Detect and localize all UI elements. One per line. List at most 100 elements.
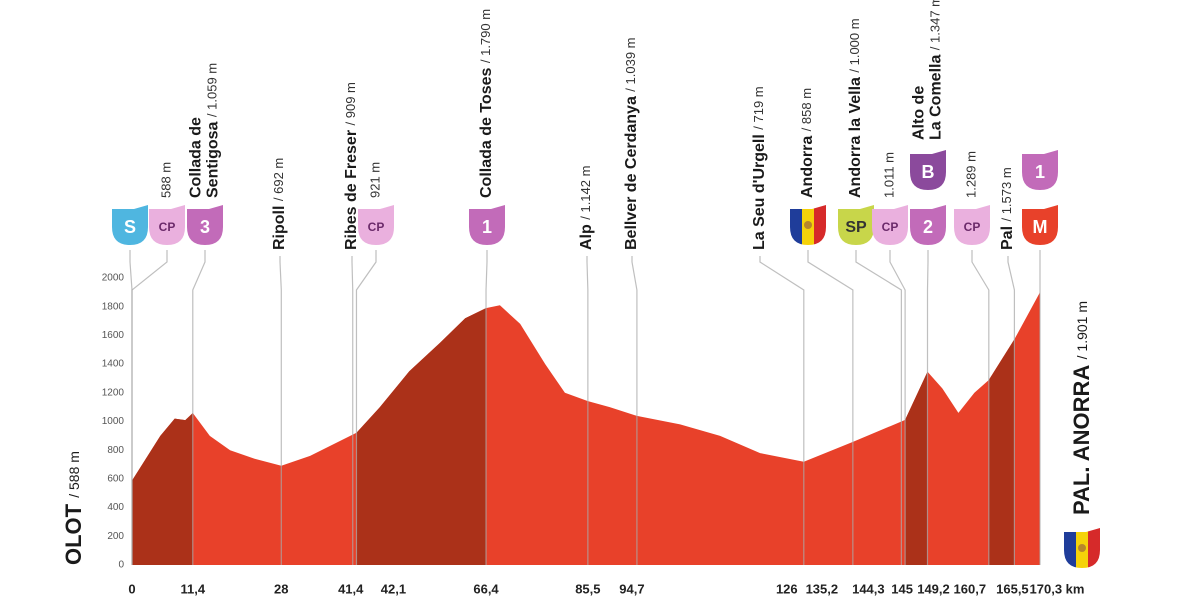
- start-label-name: OLOT: [61, 503, 86, 565]
- y-tick-label: 0: [118, 560, 124, 571]
- badge-shape: [1022, 150, 1058, 190]
- badge-text: 3: [200, 217, 210, 237]
- landmark-altitude: / 1.790 m: [478, 9, 493, 63]
- landmark-altitude: 1.011 m: [881, 152, 896, 198]
- finish-label-name: PAL. ANORRA: [1069, 365, 1094, 515]
- guide-line: [855, 250, 902, 565]
- guide-line: [1007, 256, 1016, 565]
- x-tick-label: 94,7: [619, 581, 644, 596]
- y-tick-label: 600: [107, 474, 124, 485]
- y-tick-label: 1000: [102, 416, 125, 427]
- x-tick-label: 165,5: [996, 581, 1029, 596]
- finish-label: PAL. ANORRA / 1.901 m: [1069, 301, 1094, 515]
- guide-line: [926, 250, 929, 565]
- badge-shape: [149, 205, 185, 245]
- landmark-altitude: / 1.000 m: [847, 18, 862, 72]
- x-tick-label: 11,4: [180, 581, 205, 596]
- x-tick-label: 42,1: [381, 581, 406, 596]
- badge: S: [112, 205, 148, 245]
- y-tick-label: 400: [107, 502, 124, 513]
- landmark-altitude: 921 m: [367, 162, 382, 198]
- badge-text: CP: [159, 220, 176, 234]
- badge: SP: [838, 205, 874, 245]
- guide-line: [586, 256, 589, 565]
- x-tick-label: 160,7: [954, 581, 987, 596]
- y-tick-label: 2000: [102, 273, 125, 284]
- landmark-altitude: / 1.059 m: [205, 63, 220, 117]
- guide-line: [351, 256, 354, 565]
- badge: M: [1022, 205, 1058, 245]
- landmark-name: Collada de Toses: [478, 67, 495, 198]
- landmark-label: Collada de: [188, 117, 205, 198]
- badge: CP: [358, 205, 394, 245]
- guide-line: [279, 256, 282, 565]
- badge-text: 1: [482, 217, 492, 237]
- start-label: OLOT / 588 m: [61, 451, 86, 565]
- guide-line: [971, 250, 990, 565]
- flag-stripe: [814, 205, 826, 245]
- landmark-label: Pal / 1.573 m: [999, 167, 1016, 250]
- badge: 3: [187, 205, 223, 245]
- y-tick-label: 1800: [102, 301, 125, 312]
- x-tick-label: 170,3 km: [1030, 581, 1085, 596]
- elevation-area: [132, 292, 1040, 565]
- badge: CP: [149, 205, 185, 245]
- badge-shape: [1022, 205, 1058, 245]
- y-tick-label: 800: [107, 445, 124, 456]
- badge-shape: [872, 205, 908, 245]
- guide-line: [631, 256, 638, 565]
- landmark-altitude: / 692 m: [271, 158, 286, 201]
- x-tick-label: 126: [776, 581, 798, 596]
- badge-text: B: [922, 162, 935, 182]
- finish-flag: [1064, 528, 1100, 568]
- y-tick-label: 200: [107, 531, 124, 542]
- landmark-altitude: / 909 m: [343, 82, 358, 125]
- flag-stripe: [1088, 528, 1100, 568]
- badge: 2: [910, 205, 946, 245]
- landmark-name: La Seu d'Urgell: [751, 134, 768, 250]
- y-tick-label: 1200: [102, 387, 125, 398]
- badge-shape: [469, 205, 505, 245]
- x-tick-label: 144,3: [852, 581, 885, 596]
- landmark-altitude: / 1.573 m: [999, 167, 1014, 221]
- landmark-altitude: / 1.347 m: [928, 0, 943, 50]
- guide-line: [889, 250, 906, 565]
- x-tick-label: 149,2: [917, 581, 950, 596]
- guide-line: [485, 250, 488, 565]
- landmark-name: Ribes de Freser: [343, 130, 360, 250]
- badge: 1: [469, 205, 505, 245]
- guide-line: [759, 256, 805, 565]
- landmark-altitude: / 1.142 m: [578, 166, 593, 220]
- landmark-label: Bellver de Cerdanya / 1.039 m: [623, 37, 640, 250]
- flag-emblem: [804, 221, 812, 229]
- landmark-name: Bellver de Cerdanya: [623, 96, 640, 250]
- landmark-name: Andorra la Vella: [847, 77, 864, 198]
- badge-text: CP: [882, 220, 899, 234]
- landmark-label: Sentigosa / 1.059 m: [205, 63, 222, 198]
- badge: [790, 205, 826, 245]
- x-tick-label: 135,2: [806, 581, 839, 596]
- landmark-label: La Seu d'Urgell / 719 m: [751, 86, 768, 250]
- landmark-label: Collada de Toses / 1.790 m: [478, 9, 495, 198]
- guide-line: [807, 250, 854, 565]
- landmark-altitude: / 1.039 m: [623, 37, 638, 91]
- badge-shape: [910, 150, 946, 190]
- badge-text: M: [1033, 217, 1048, 237]
- finish-label-altitude: / 1.901 m: [1074, 301, 1090, 359]
- landmark-altitude: / 858 m: [799, 88, 814, 131]
- landmark-label: Alp / 1.142 m: [578, 166, 595, 250]
- badge: 1: [1022, 150, 1058, 190]
- landmark-name: La Comella: [928, 55, 945, 140]
- badge-shape: [910, 205, 946, 245]
- landmark-label: Ripoll / 692 m: [271, 158, 288, 250]
- badge-shape: [112, 205, 148, 245]
- landmark-altitude: 588 m: [158, 162, 173, 198]
- landmark-label: Ribes de Freser / 909 m: [343, 82, 360, 250]
- badge: CP: [872, 205, 908, 245]
- guide-line: [192, 250, 206, 565]
- y-tick-label: 1400: [102, 359, 125, 370]
- badge: CP: [954, 205, 990, 245]
- landmark-name: Ripoll: [271, 206, 288, 250]
- x-tick-label: 41,4: [338, 581, 364, 596]
